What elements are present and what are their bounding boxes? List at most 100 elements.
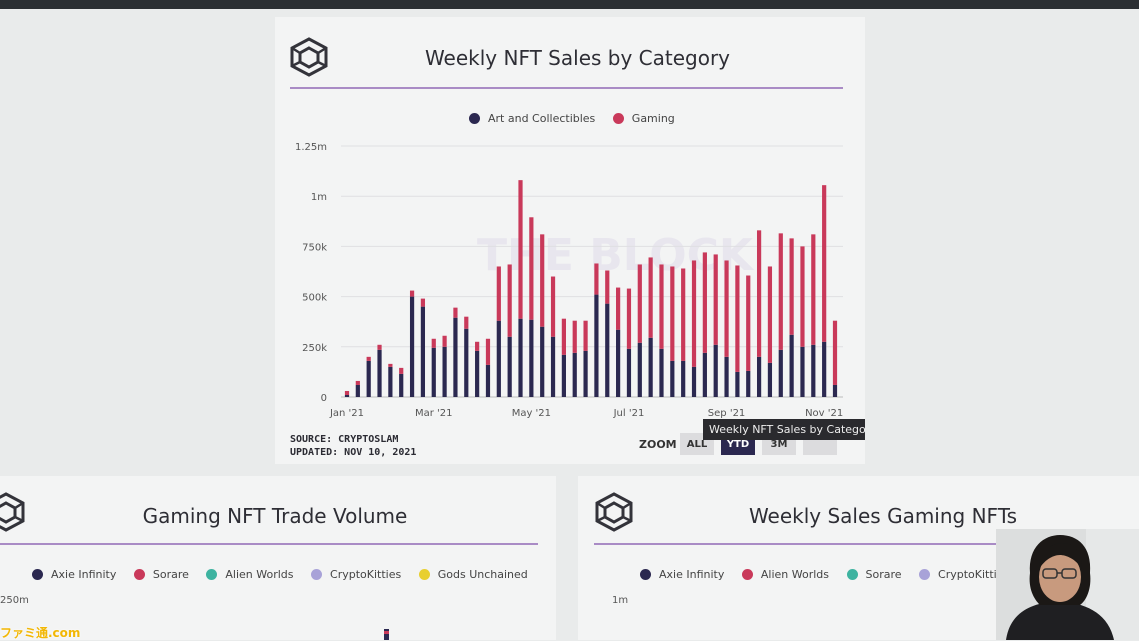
bar-art — [822, 341, 827, 397]
title-divider — [0, 543, 538, 545]
bar-art — [344, 394, 350, 397]
bar-art — [550, 336, 556, 397]
y-tick-label: 750k — [302, 242, 327, 253]
bar-gaming — [778, 233, 783, 350]
bar-gaming — [594, 263, 599, 295]
bar-gaming — [496, 266, 501, 321]
bar-art — [789, 334, 794, 397]
bar-art — [355, 384, 360, 397]
bar-gaming — [355, 380, 360, 385]
legend-dot — [418, 569, 430, 580]
bar-art — [518, 318, 523, 397]
chart-title: Weekly NFT Sales by Category — [424, 46, 731, 70]
legend-dot — [640, 569, 651, 580]
bar-art — [572, 352, 577, 397]
watermark: THE BLOCK — [477, 230, 755, 281]
chart-title: Gaming NFT Trade Volume — [142, 504, 408, 528]
bar-art — [561, 354, 566, 397]
bar-art — [442, 346, 447, 397]
bar-gaming — [377, 344, 382, 350]
legend-dot — [311, 569, 323, 580]
legend-label: CryptoKitties — [330, 568, 402, 581]
bar-gaming — [442, 335, 447, 347]
legend-item-axie[interactable]: Axie Infinity — [32, 568, 116, 581]
legend-dot — [846, 569, 858, 580]
bar-gaming — [529, 217, 534, 320]
y-tick-label: 0 — [321, 393, 327, 404]
legend-item-axie[interactable]: Axie Infinity — [640, 568, 724, 581]
legend-item-alien-worlds[interactable]: Alien Worlds — [741, 568, 829, 581]
legend-item-cryptokitties[interactable]: CryptoKitties — [919, 568, 1009, 581]
bar-art — [702, 352, 707, 397]
bar-art — [648, 337, 653, 397]
bar-art — [756, 356, 762, 397]
legend-label: Alien Worlds — [225, 568, 294, 581]
source-note: SOURCE: CRYPTOSLAM UPDATED: NOV 10, 2021 — [290, 433, 416, 459]
the-block-logo-icon — [0, 492, 25, 532]
legend-label: Sorare — [152, 568, 189, 581]
bar-gaming — [518, 180, 523, 319]
window-top-bar — [0, 0, 1139, 9]
legend-dot — [741, 569, 753, 580]
bar-fragment — [384, 631, 389, 634]
bar-art — [746, 370, 751, 397]
legend-item-sorare[interactable]: Sorare — [846, 568, 902, 581]
legend-dot-gaming — [612, 113, 624, 124]
famitsu-watermark: ファミ通.com — [0, 626, 81, 640]
title-divider — [594, 543, 1014, 545]
bar-gaming — [735, 265, 740, 372]
zoom-label: ZOOM — [639, 438, 677, 451]
legend-item-gaming[interactable]: Gaming — [612, 112, 675, 125]
bar-gaming — [572, 320, 577, 353]
x-tick-label: Jul '21 — [613, 408, 645, 419]
bar-gaming — [724, 260, 729, 357]
legend-dot — [919, 569, 931, 580]
bar-gaming — [561, 318, 566, 355]
bar-gaming — [366, 356, 371, 361]
bar-art — [377, 349, 382, 397]
bar-gaming — [811, 234, 816, 345]
bar-gaming — [583, 320, 588, 351]
legend-item-sorare[interactable]: Sorare — [133, 568, 189, 581]
bar-gaming — [789, 238, 794, 335]
legend-item-gods-unchained[interactable]: Gods Unchained — [418, 568, 528, 581]
legend-label: Gods Unchained — [437, 568, 528, 581]
bar-gaming — [659, 264, 664, 349]
bar-gaming — [670, 266, 675, 361]
weekly-sales-chart: THE BLOCK 0 250k 500k 750k 1m 1.25m Jan '21 Mar … — [295, 142, 843, 419]
bar-gaming — [822, 185, 827, 342]
hover-tooltip: Weekly NFT Sales by Catego — [703, 419, 865, 440]
chart-legend: Axie Infinity Sorare Alien Worlds Crypto… — [32, 568, 542, 583]
legend-label-gaming: Gaming — [631, 112, 675, 125]
legend-dot — [206, 569, 218, 580]
legend-item-alien-worlds[interactable]: Alien Worlds — [206, 568, 294, 581]
bar-gaming — [399, 367, 404, 374]
bar-art — [713, 344, 718, 397]
bar-art — [735, 371, 740, 397]
legend-item-cryptokitties[interactable]: CryptoKitties — [311, 568, 401, 581]
source-line: SOURCE: CRYPTOSLAM — [290, 434, 399, 445]
y-tick-label: 250m — [0, 595, 29, 606]
bar-gaming — [464, 316, 469, 329]
legend-dot — [32, 569, 43, 580]
legend-label: Axie Infinity — [659, 568, 725, 581]
bar-gaming — [616, 287, 621, 330]
bar-gaming — [800, 246, 805, 347]
presenter-video-overlay — [996, 529, 1139, 640]
bar-gaming — [691, 260, 697, 367]
bar-art — [691, 366, 697, 397]
bar-art — [767, 362, 773, 397]
legend-label: Sorare — [865, 568, 902, 581]
bar-art — [594, 294, 599, 397]
bar-art — [453, 317, 458, 397]
bar-gaming — [767, 266, 773, 363]
weekly-nft-sales-card: Weekly NFT Sales by Category Art and Col… — [275, 17, 865, 464]
bar-art — [670, 360, 675, 397]
legend-item-art[interactable]: Art and Collectibles — [469, 112, 595, 125]
y-tick-label: 1m — [612, 595, 629, 606]
bar-art — [637, 342, 642, 397]
bar-art — [659, 348, 664, 397]
bar-art — [431, 347, 436, 397]
the-block-logo-icon — [290, 37, 328, 77]
chart-title: Weekly Sales Gaming NFTs — [748, 504, 1018, 528]
